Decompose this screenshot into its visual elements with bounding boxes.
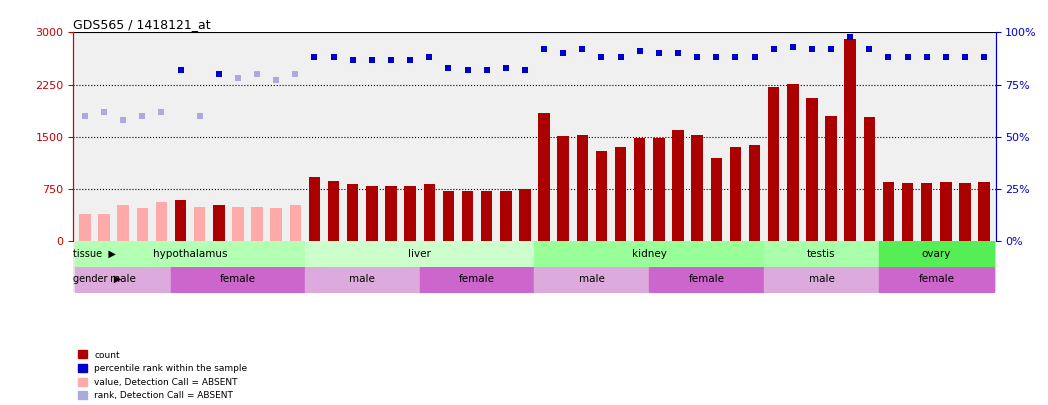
Text: male: male [349, 274, 375, 284]
Bar [289, 205, 301, 241]
Bar [366, 185, 377, 241]
Bar [252, 207, 263, 241]
Bar [442, 191, 454, 241]
Text: female: female [459, 274, 495, 284]
Bar [595, 151, 607, 241]
Bar [233, 207, 243, 241]
Bar [136, 208, 148, 241]
Bar [729, 147, 741, 241]
Bar [117, 205, 129, 241]
Bar [826, 116, 836, 241]
Bar [692, 135, 703, 241]
Bar [309, 177, 321, 241]
Bar [748, 145, 760, 241]
Bar [672, 130, 683, 241]
Bar [940, 182, 952, 241]
Bar [462, 191, 474, 241]
Text: female: female [918, 274, 955, 284]
Bar [845, 39, 856, 241]
Text: male: male [578, 274, 605, 284]
Text: GDS565 / 1418121_at: GDS565 / 1418121_at [73, 18, 211, 31]
Bar [882, 182, 894, 241]
Bar [921, 183, 933, 241]
Bar [979, 182, 990, 241]
Text: male: male [110, 274, 136, 284]
Text: kidney: kidney [632, 249, 667, 259]
Text: hypothalamus: hypothalamus [153, 249, 227, 259]
Text: female: female [689, 274, 724, 284]
Bar [519, 189, 530, 241]
Text: female: female [220, 274, 256, 284]
Bar [902, 183, 913, 241]
Legend: count, percentile rank within the sample, value, Detection Call = ABSENT, rank, : count, percentile rank within the sample… [78, 350, 247, 401]
Bar [806, 98, 817, 241]
Bar [405, 185, 416, 241]
Bar [175, 200, 187, 241]
Bar [864, 117, 875, 241]
Bar [787, 84, 799, 241]
Bar [615, 147, 627, 241]
Bar [423, 184, 435, 241]
Bar [634, 139, 646, 241]
Text: ovary: ovary [921, 249, 951, 259]
Text: liver: liver [409, 249, 431, 259]
Bar [194, 207, 205, 241]
Bar [79, 214, 90, 241]
Text: tissue  ▶: tissue ▶ [73, 249, 116, 259]
Bar [481, 191, 493, 241]
Bar [99, 214, 110, 241]
Text: male: male [809, 274, 834, 284]
Bar [500, 191, 511, 241]
Bar [558, 136, 569, 241]
Text: testis: testis [807, 249, 836, 259]
Bar [711, 158, 722, 241]
Bar [576, 135, 588, 241]
Bar [386, 186, 397, 241]
Bar [959, 183, 970, 241]
Bar [653, 138, 664, 241]
Bar [328, 181, 340, 241]
Bar [156, 202, 167, 241]
Bar [347, 183, 358, 241]
Bar [539, 113, 550, 241]
Bar [768, 87, 780, 241]
Bar [270, 208, 282, 241]
Text: gender  ▶: gender ▶ [73, 274, 122, 284]
Bar [213, 205, 224, 241]
